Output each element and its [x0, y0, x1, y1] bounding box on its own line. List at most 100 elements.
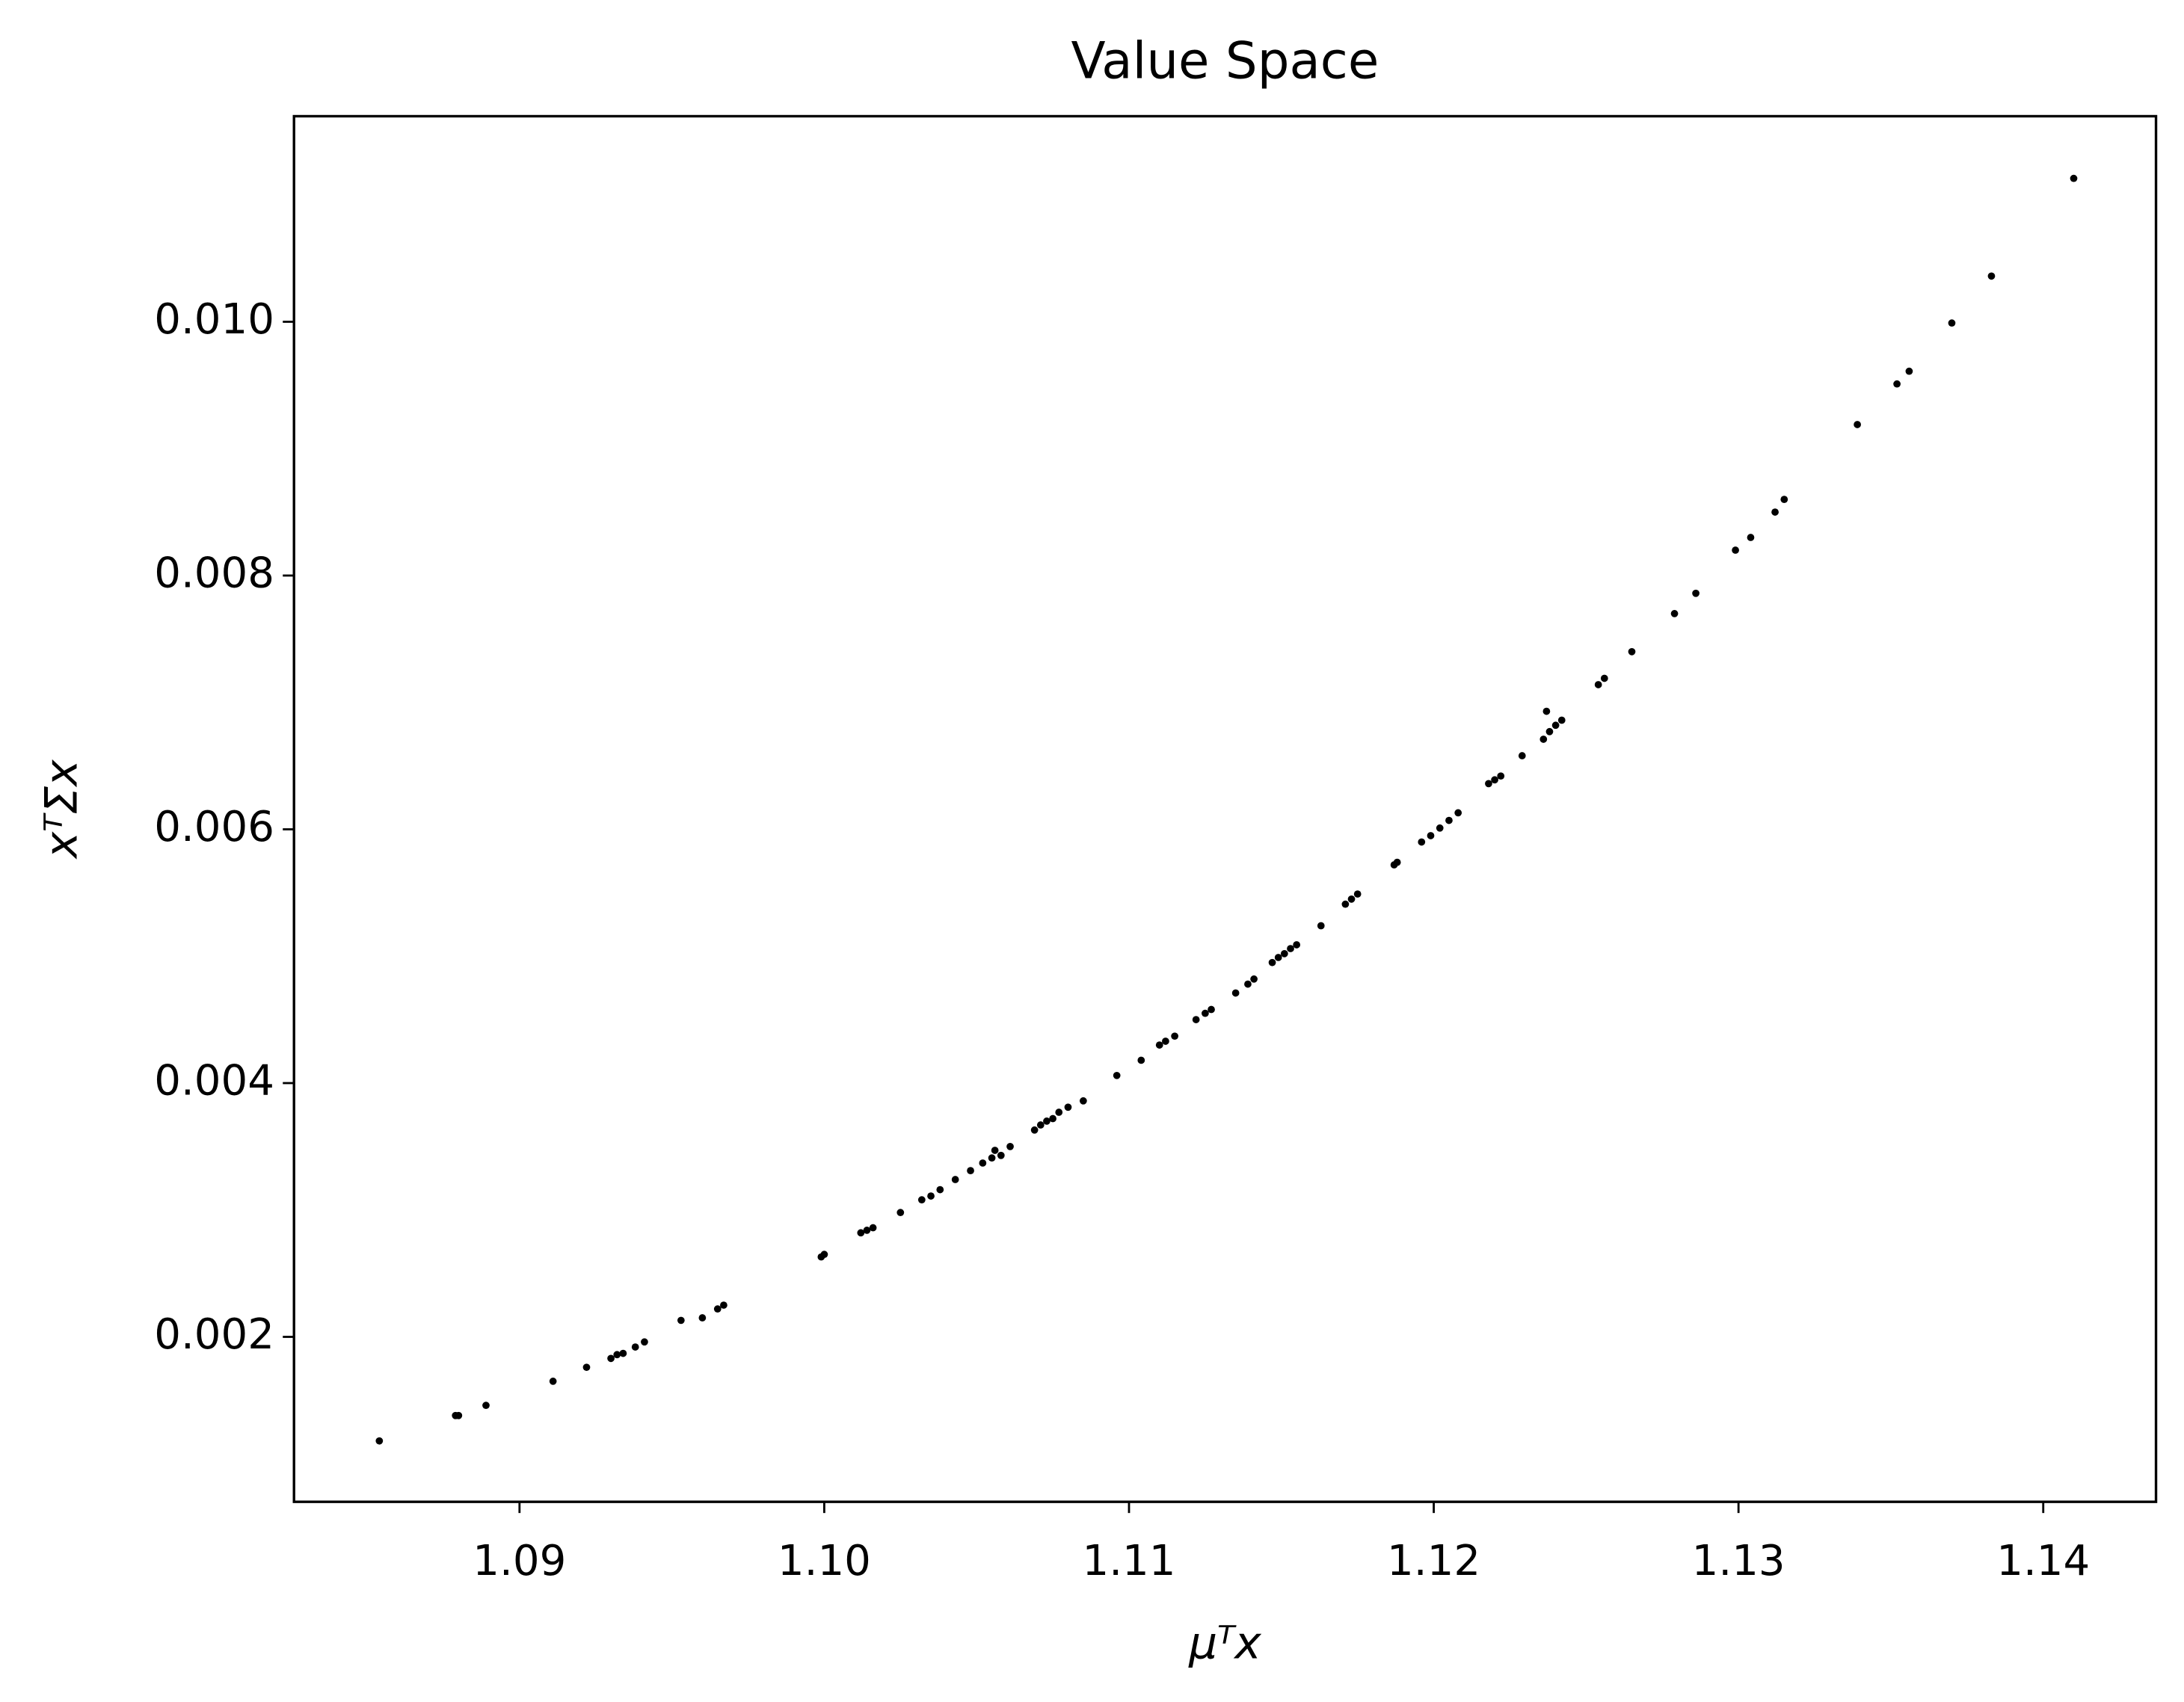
- point: [967, 1167, 974, 1174]
- point: [613, 1351, 621, 1359]
- point: [1551, 721, 1560, 730]
- point: [2070, 174, 2078, 182]
- point: [677, 1316, 685, 1325]
- point: [1518, 752, 1526, 759]
- point: [1854, 421, 1861, 428]
- point: [713, 1305, 722, 1313]
- point: [1137, 1056, 1145, 1064]
- point: [582, 1363, 591, 1372]
- point: [1905, 367, 1913, 375]
- point: [1353, 890, 1362, 898]
- plot-frame: [292, 114, 2158, 1503]
- point: [1987, 272, 1996, 280]
- point: [1557, 716, 1566, 724]
- point: [869, 1224, 877, 1232]
- point: [1006, 1143, 1014, 1150]
- point: [549, 1378, 557, 1385]
- point: [482, 1402, 490, 1410]
- point: [896, 1209, 905, 1217]
- point: [1436, 824, 1444, 832]
- point: [619, 1349, 627, 1357]
- point: [1692, 589, 1699, 597]
- point: [1427, 832, 1435, 839]
- point: [1171, 1032, 1178, 1040]
- point: [641, 1338, 648, 1346]
- point: [1036, 1121, 1045, 1129]
- point: [1064, 1103, 1072, 1111]
- point: [997, 1151, 1005, 1159]
- y-tick-label: 0.004: [154, 1057, 274, 1106]
- point: [1287, 945, 1294, 952]
- point: [1485, 780, 1492, 788]
- point: [1079, 1097, 1087, 1105]
- point: [1043, 1117, 1051, 1125]
- point: [375, 1437, 384, 1445]
- point: [1670, 610, 1679, 617]
- point: [1155, 1041, 1163, 1049]
- point: [1293, 941, 1301, 949]
- point: [991, 1147, 999, 1154]
- point: [1347, 895, 1356, 903]
- point: [936, 1185, 944, 1194]
- point: [820, 1251, 828, 1259]
- point: [631, 1343, 639, 1351]
- x-tick-label: 1.14: [1996, 1537, 2090, 1585]
- chart-title: Value Space: [1071, 31, 1379, 90]
- point: [1202, 1009, 1209, 1017]
- x-tick-label: 1.11: [1082, 1537, 1175, 1585]
- point: [1454, 809, 1462, 817]
- point: [1948, 319, 1956, 327]
- point: [698, 1314, 707, 1322]
- point: [455, 1411, 463, 1419]
- point: [1393, 858, 1401, 866]
- y-tick-label: 0.010: [154, 295, 274, 344]
- x-tick-label: 1.12: [1387, 1537, 1480, 1585]
- point: [1192, 1016, 1200, 1023]
- point: [1497, 772, 1505, 780]
- point: [1208, 1005, 1215, 1014]
- point: [857, 1229, 865, 1237]
- point: [1780, 496, 1788, 503]
- point: [1162, 1037, 1169, 1045]
- point: [1771, 508, 1779, 516]
- point: [1445, 816, 1453, 824]
- point: [1274, 954, 1282, 961]
- point: [927, 1192, 935, 1200]
- point: [1231, 989, 1240, 997]
- point: [1545, 727, 1554, 736]
- point: [1539, 736, 1548, 743]
- x-axis-label: μᵀx: [1188, 1618, 1261, 1670]
- point: [1341, 900, 1350, 908]
- y-tick-label: 0.002: [154, 1310, 274, 1359]
- point: [1049, 1114, 1056, 1123]
- point: [1594, 681, 1602, 688]
- point: [1113, 1071, 1121, 1079]
- point: [1317, 922, 1325, 930]
- point: [1628, 647, 1636, 656]
- y-axis-label: xᵀΣx: [36, 759, 88, 860]
- point: [1491, 776, 1498, 784]
- point: [1280, 949, 1288, 958]
- y-tick-label: 0.006: [154, 803, 274, 851]
- point: [988, 1154, 996, 1162]
- x-tick-label: 1.09: [473, 1537, 566, 1585]
- x-tick-label: 1.13: [1692, 1537, 1785, 1585]
- point: [720, 1301, 728, 1309]
- point: [1600, 674, 1608, 682]
- point: [1030, 1126, 1039, 1134]
- point: [951, 1176, 959, 1183]
- point: [1747, 534, 1755, 541]
- y-tick-label: 0.008: [154, 549, 274, 598]
- point: [1244, 980, 1252, 988]
- point: [607, 1354, 615, 1363]
- point: [1250, 975, 1258, 983]
- point: [1268, 958, 1276, 966]
- x-tick-label: 1.10: [778, 1537, 871, 1585]
- point: [1732, 546, 1739, 554]
- point: [979, 1159, 987, 1167]
- point: [1418, 838, 1426, 846]
- point: [1893, 380, 1901, 388]
